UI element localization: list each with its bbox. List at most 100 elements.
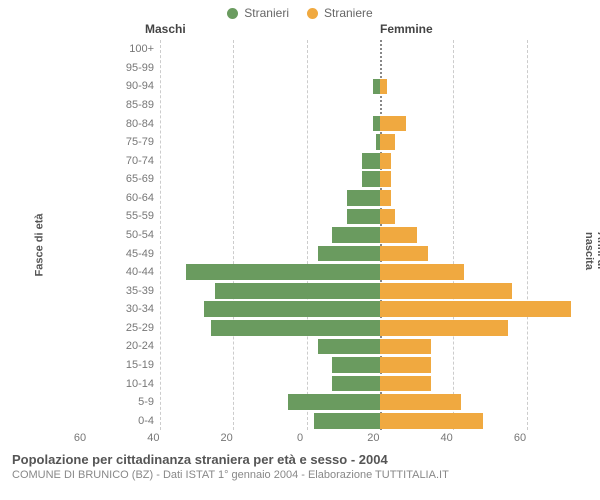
bar-male [332, 227, 380, 243]
bar-female [380, 153, 391, 169]
y-axis-title-left: Fasce di età [33, 214, 45, 277]
pyramid-row: 95-991904-1908 [160, 60, 600, 76]
bar-male [318, 246, 380, 262]
bar-female [380, 209, 395, 225]
bar-male [332, 376, 380, 392]
bar-male [318, 339, 380, 355]
pyramid-row: 65-691934-1938 [160, 171, 600, 187]
x-axis: 6040200204060 [80, 430, 520, 448]
pyramid-row: 75-791924-1928 [160, 134, 600, 150]
pyramid-row: 85-891914-1918 [160, 97, 600, 113]
age-label: 20-24 [126, 340, 154, 352]
age-label: 80-84 [126, 118, 154, 130]
age-label: 30-34 [126, 303, 154, 315]
pyramid-row: 15-191984-1988 [160, 357, 600, 373]
bar-female [380, 320, 508, 336]
header-male: Maschi [145, 22, 186, 36]
age-label: 65-69 [126, 173, 154, 185]
pyramid-row: 0-41999-2003 [160, 413, 600, 429]
legend-item-male: Stranieri [227, 6, 289, 20]
age-label: 40-44 [126, 266, 154, 278]
age-label: 100+ [129, 43, 154, 55]
bar-female [380, 283, 512, 299]
bar-female [380, 413, 483, 429]
bar-male [314, 413, 380, 429]
age-label: 35-39 [126, 285, 154, 297]
column-headers: Maschi Femmine [0, 22, 600, 40]
legend: Stranieri Straniere [0, 0, 600, 22]
bar-female [380, 376, 431, 392]
pyramid-row: 25-291974-1978 [160, 320, 600, 336]
age-label: 25-29 [126, 322, 154, 334]
legend-label-male: Stranieri [244, 6, 289, 20]
age-label: 70-74 [126, 155, 154, 167]
age-label: 55-59 [126, 210, 154, 222]
bar-male [288, 394, 380, 410]
bar-male [332, 357, 380, 373]
pyramid-row: 90-941909-1913 [160, 79, 600, 95]
x-tick: 60 [514, 432, 526, 444]
chart-footer: Popolazione per cittadinanza straniera p… [0, 448, 600, 481]
age-label: 60-64 [126, 192, 154, 204]
age-label: 90-94 [126, 80, 154, 92]
plot-area: 100+≤ 1903 95-991904-1908 90-941909-1913 85… [160, 40, 600, 430]
age-label: 95-99 [126, 62, 154, 74]
bar-male [362, 171, 380, 187]
bar-male [204, 301, 380, 317]
bar-male [373, 79, 380, 95]
bar-female [380, 246, 428, 262]
pyramid-row: 50-541949-1953 [160, 227, 600, 243]
pyramid-row: 30-341969-1973 [160, 301, 600, 317]
age-label: 10-14 [126, 378, 154, 390]
age-label: 75-79 [126, 136, 154, 148]
x-tick: 60 [74, 432, 86, 444]
pyramid-row: 10-141989-1993 [160, 376, 600, 392]
pyramid-row: 40-441959-1963 [160, 264, 600, 280]
age-label: 85-89 [126, 99, 154, 111]
bar-female [380, 134, 395, 150]
bar-male [211, 320, 380, 336]
bar-male [215, 283, 380, 299]
pyramid-row: 20-241979-1983 [160, 339, 600, 355]
legend-label-female: Straniere [324, 6, 373, 20]
age-label: 5-9 [138, 396, 154, 408]
chart-subtitle: COMUNE DI BRUNICO (BZ) - Dati ISTAT 1° g… [12, 469, 588, 481]
bar-female [380, 357, 431, 373]
bar-male [347, 209, 380, 225]
bar-female [380, 79, 387, 95]
bar-female [380, 227, 417, 243]
x-tick: 20 [221, 432, 233, 444]
age-label: 50-54 [126, 229, 154, 241]
pyramid-row: 5-91994-1998 [160, 394, 600, 410]
bar-female [380, 264, 464, 280]
bar-female [380, 190, 391, 206]
age-label: 45-49 [126, 248, 154, 260]
bar-female [380, 171, 391, 187]
population-pyramid-chart: Stranieri Straniere Maschi Femmine Fasce… [0, 0, 600, 500]
legend-item-female: Straniere [307, 6, 373, 20]
header-female: Femmine [380, 22, 433, 36]
pyramid-row: 70-741929-1933 [160, 153, 600, 169]
bar-female [380, 394, 461, 410]
age-label: 0-4 [138, 415, 154, 427]
x-tick: 20 [367, 432, 379, 444]
bar-male [186, 264, 380, 280]
bar-male [362, 153, 380, 169]
chart-title: Popolazione per cittadinanza straniera p… [12, 452, 588, 467]
x-tick: 0 [297, 432, 303, 444]
bar-female [380, 301, 571, 317]
pyramid-row: 55-591944-1948 [160, 209, 600, 225]
pyramid-row: 60-641939-1943 [160, 190, 600, 206]
age-label: 15-19 [126, 359, 154, 371]
pyramid-row: 35-391964-1968 [160, 283, 600, 299]
legend-swatch-female [307, 8, 318, 19]
pyramid-row: 100+≤ 1903 [160, 41, 600, 57]
bar-female [380, 116, 406, 132]
bar-female [380, 339, 431, 355]
bar-male [373, 116, 380, 132]
x-tick: 40 [147, 432, 159, 444]
pyramid-row: 45-491954-1958 [160, 246, 600, 262]
bar-male [347, 190, 380, 206]
legend-swatch-male [227, 8, 238, 19]
pyramid-row: 80-841919-1923 [160, 116, 600, 132]
